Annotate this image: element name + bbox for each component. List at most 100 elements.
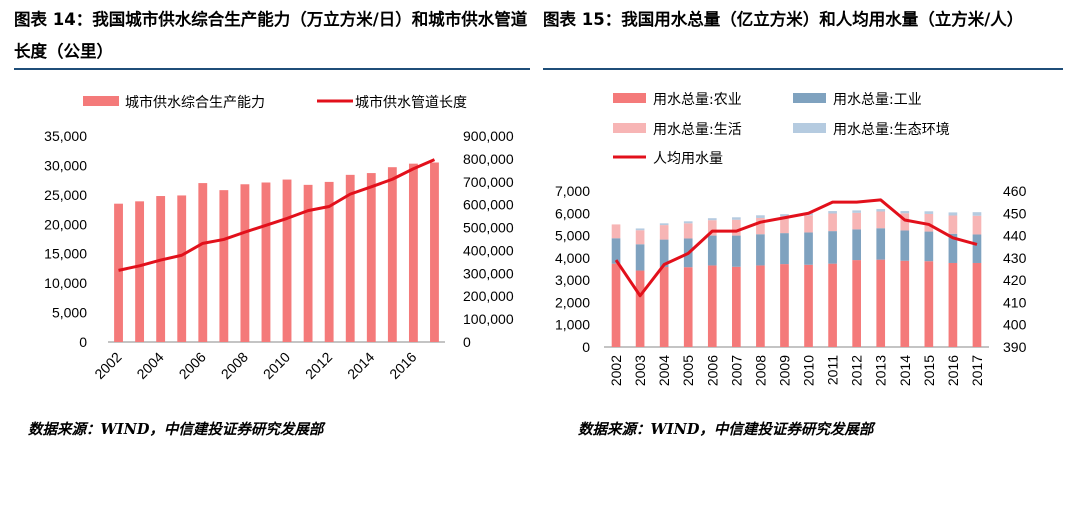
bar-agriculture [707, 265, 717, 347]
x-tick-label: 2014 [897, 355, 913, 386]
y-left-tick-label: 1,000 [555, 317, 590, 333]
bar-industry [948, 233, 958, 263]
bar-living [756, 217, 765, 235]
bar-supply-capacity [177, 195, 187, 342]
bar-agriculture [659, 266, 669, 347]
y-right-tick-label: 700,000 [463, 174, 514, 190]
x-tick-label: 2009 [776, 355, 792, 386]
y-right-tick-label: 900,000 [463, 128, 514, 144]
bar-supply-capacity [219, 190, 229, 342]
bar-agriculture [924, 261, 934, 347]
y-right-tick-label: 300,000 [463, 265, 514, 281]
x-tick-label: 2014 [344, 349, 377, 382]
legend-swatch-living [613, 123, 646, 133]
y-left-tick-label: 25,000 [44, 187, 87, 203]
bar-living [804, 215, 813, 233]
x-tick-label: 2011 [825, 355, 841, 385]
right-source-note: 数据来源：WIND，中信建投证券研究发展部 [578, 421, 874, 438]
y-left-tick-label: 2,000 [555, 294, 590, 310]
x-tick-label: 2002 [91, 349, 124, 382]
bar-supply-capacity [408, 163, 418, 342]
bar-agriculture [683, 267, 693, 347]
bar-industry [852, 229, 861, 261]
bar-living [780, 216, 789, 234]
bar-industry [828, 231, 837, 264]
bar-living [852, 212, 861, 230]
x-tick-label: 2012 [302, 349, 335, 382]
y-left-tick-label: 5,000 [555, 228, 590, 244]
bar-supply-capacity [114, 203, 123, 342]
bar-eco-environment [876, 209, 886, 212]
bar-living [611, 224, 621, 239]
bar-agriculture [732, 266, 741, 347]
x-tick-label: 2006 [704, 355, 720, 386]
bar-supply-capacity [240, 184, 250, 342]
bar-eco-environment [732, 217, 741, 220]
left-source-note: 数据来源：WIND，中信建投证券研究发展部 [28, 421, 324, 438]
bar-agriculture [852, 260, 861, 347]
x-tick-label: 2007 [728, 355, 744, 386]
y-left-tick-label: 7,000 [555, 183, 590, 199]
x-tick-label: 2015 [921, 355, 937, 386]
bar-living [876, 211, 886, 229]
y-right-tick-label: 200,000 [463, 288, 514, 304]
bar-eco-environment [948, 212, 958, 216]
y-left-tick-label: 15,000 [44, 246, 87, 262]
legend-swatch-eco-environment [793, 123, 826, 133]
bar-eco-environment [972, 212, 982, 216]
bar-supply-capacity [324, 181, 334, 342]
y-right-tick-label: 800,000 [463, 151, 514, 167]
bar-agriculture [756, 265, 765, 347]
bar-eco-environment [828, 211, 837, 214]
bar-industry [635, 244, 645, 271]
y-right-tick-label: 400 [1003, 317, 1027, 333]
left-title-rule [14, 68, 530, 70]
legend-label-pipe-length: 城市供水管道长度 [355, 94, 467, 111]
bar-eco-environment [707, 218, 717, 221]
y-right-tick-label: 600,000 [463, 197, 514, 213]
bar-supply-capacity [366, 173, 376, 342]
bar-industry [659, 239, 669, 267]
bar-eco-environment [683, 221, 693, 224]
bar-eco-environment [756, 215, 765, 218]
bar-industry [707, 235, 717, 266]
x-tick-label: 2013 [873, 355, 889, 386]
bar-industry [732, 235, 741, 267]
y-right-tick-label: 390 [1003, 339, 1027, 355]
y-right-tick-label: 440 [1003, 228, 1027, 244]
x-tick-label: 2006 [176, 349, 209, 382]
bar-supply-capacity [430, 162, 439, 342]
x-tick-label: 2002 [608, 355, 624, 386]
x-tick-label: 2003 [632, 355, 648, 386]
y-left-tick-label: 0 [582, 339, 590, 355]
x-tick-label: 2008 [752, 355, 768, 386]
bar-industry [780, 233, 789, 265]
bar-agriculture [972, 262, 982, 347]
bar-industry [804, 232, 813, 265]
y-right-tick-label: 430 [1003, 250, 1027, 266]
legend-swatch-supply-capacity [83, 96, 119, 106]
bar-living [924, 213, 934, 232]
legend-label-agriculture: 用水总量:农业 [653, 92, 742, 108]
right-figure-title: 图表 15：我国用水总量（亿立方米）和人均用水量（立方米/人） [543, 10, 1024, 29]
bar-living [659, 225, 669, 240]
bar-eco-environment [780, 214, 789, 217]
y-right-tick-label: 460 [1003, 183, 1027, 199]
bar-agriculture [635, 270, 645, 347]
bar-agriculture [804, 264, 813, 347]
bar-eco-environment [900, 211, 910, 214]
right-title-rule [543, 68, 1063, 70]
bar-living [707, 220, 717, 236]
legend-label-eco-environment: 用水总量:生态环境 [833, 122, 950, 138]
y-right-tick-label: 410 [1003, 294, 1027, 310]
legend-label-living: 用水总量:生活 [653, 122, 742, 138]
y-left-tick-label: 0 [79, 334, 87, 350]
line-pipe-length [118, 158, 436, 272]
bar-supply-capacity [387, 167, 397, 342]
x-tick-label: 2016 [386, 349, 419, 382]
bar-industry [972, 234, 982, 263]
y-left-tick-label: 3,000 [555, 272, 590, 288]
bar-living [635, 230, 645, 245]
x-tick-label: 2016 [945, 355, 961, 386]
x-tick-label: 2004 [656, 355, 672, 386]
